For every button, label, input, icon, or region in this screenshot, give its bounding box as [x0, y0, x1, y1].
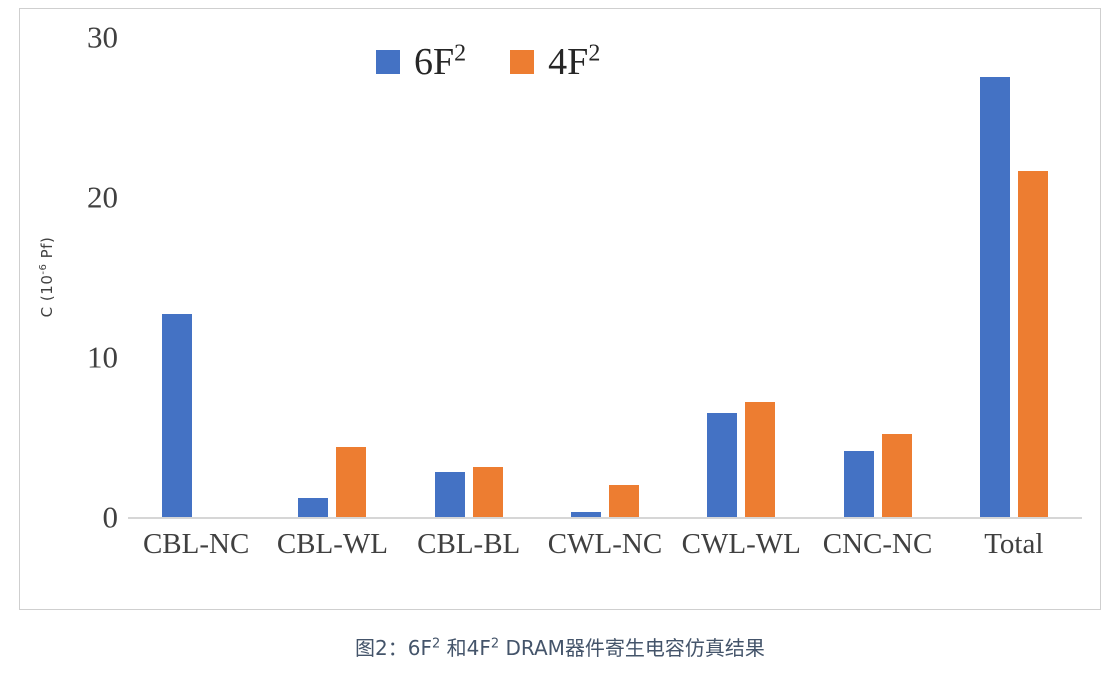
legend-label-6f2: 6F2 [414, 40, 467, 83]
bar-group-total [979, 37, 1048, 517]
legend: 6F2 4F2 [376, 40, 601, 83]
x-tick-label-cwl-wl: CWL-WL [681, 528, 801, 560]
x-tick-label-cwl-nc: CWL-NC [547, 528, 663, 560]
y-axis-ticks: 0 10 20 30 [64, 22, 128, 533]
caption-sup: 2 [432, 636, 441, 652]
x-axis-labels: CBL-NC CBL-WL CBL-BL CWL-NC CWL-WL CNC-NC Tota… [128, 528, 1082, 561]
bar-group-cwl-wl [707, 37, 776, 517]
bar-6F2-cwl-wl [707, 413, 738, 517]
legend-swatch-6f2 [376, 50, 401, 74]
y-axis-title: C (10-6 Pf) [38, 237, 56, 318]
bar-6F2-cbl-nc [162, 313, 193, 517]
figure-caption: 图2：6F2 和4F2 DRAM器件寄生电容仿真结果 [0, 632, 1120, 661]
bar-group-cbl-bl [434, 37, 503, 517]
caption-text: 和4F [440, 636, 491, 660]
legend-label-4f2: 4F2 [548, 40, 601, 83]
y-tick-label: 0 [102, 499, 119, 535]
bar-group-cnc-nc [843, 37, 912, 517]
bar-group-cwl-nc [570, 37, 639, 517]
legend-label-4f2-base: 4F [548, 41, 589, 83]
bar-4F2-cwl-wl [745, 401, 776, 517]
chart-body: 6F2 4F2 CBL-NC CBL-WL CBL-BL CWL-NC CWL-WL CN… [128, 37, 1082, 561]
caption-text: 图2：6F [355, 636, 432, 660]
bar-group-cbl-wl [298, 37, 367, 517]
x-tick-label-total: Total [984, 528, 1044, 560]
y-axis-title-base: C (10 [38, 274, 56, 318]
bar-4F2-cwl-nc [608, 485, 639, 517]
bar-6F2-total [979, 77, 1010, 517]
bar-group-cbl-nc [162, 37, 230, 517]
caption-text: DRAM器件寄生电容仿真结果 [499, 636, 765, 660]
x-tick-label-cbl-nc: CBL-NC [142, 528, 250, 560]
y-axis-title-exponent: -6 [38, 263, 49, 275]
bar-4F2-total [1017, 171, 1048, 517]
x-tick-label-cbl-wl: CBL-WL [276, 528, 388, 560]
bar-4F2-cnc-nc [881, 433, 912, 517]
x-tick-label-cnc-nc: CNC-NC [822, 528, 933, 560]
bar-6F2-cbl-bl [434, 472, 465, 517]
chart-row: C (10-6 Pf) 0 10 20 30 6F2 4F2 CBL-NC CBL-WL… [30, 22, 1082, 597]
legend-label-4f2-sup: 2 [588, 40, 601, 67]
chart-figure: C (10-6 Pf) 0 10 20 30 6F2 4F2 CBL-NC CBL-WL… [19, 8, 1101, 610]
bar-6F2-cbl-wl [298, 497, 329, 517]
y-axis-title-column: C (10-6 Pf) [30, 37, 64, 517]
legend-item-4f2: 4F2 [510, 40, 601, 83]
y-tick-label: 30 [87, 19, 118, 55]
caption-sup: 2 [490, 636, 500, 652]
y-tick-label: 20 [87, 179, 118, 215]
legend-item-6f2: 6F2 [376, 40, 467, 83]
legend-label-6f2-base: 6F [414, 41, 455, 83]
bar-4F2-cbl-wl [336, 446, 367, 517]
plot-area: 6F2 4F2 [128, 37, 1082, 519]
legend-swatch-4f2 [510, 50, 535, 74]
bar-4F2-cbl-bl [472, 467, 503, 517]
y-axis-title-unit: Pf) [38, 236, 56, 264]
x-tick-label-cbl-bl: CBL-BL [417, 528, 521, 560]
bar-6F2-cwl-nc [570, 512, 601, 517]
legend-label-6f2-sup: 2 [454, 40, 467, 67]
bar-6F2-cnc-nc [843, 451, 874, 517]
y-tick-label: 10 [87, 339, 118, 375]
